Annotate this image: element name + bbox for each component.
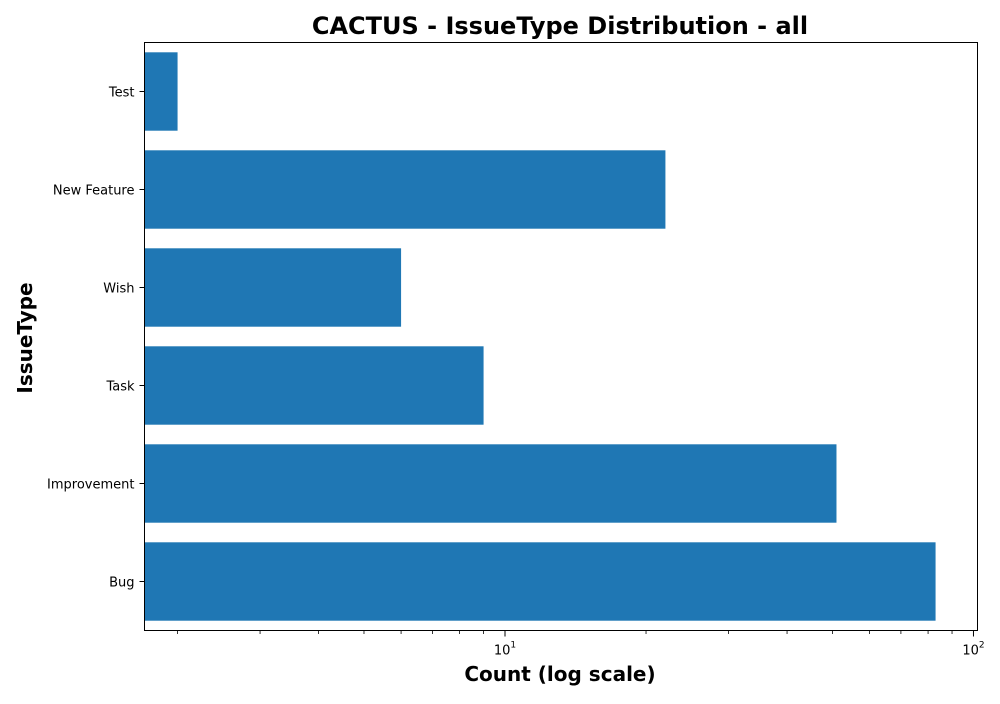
chart-title: CACTUS - IssueType Distribution - all xyxy=(312,12,808,40)
x-tick-label: 102 xyxy=(962,641,984,659)
y-tick-label: Bug xyxy=(109,576,134,591)
y-tick-label: Improvement xyxy=(47,478,134,493)
y-tick-label: Test xyxy=(108,86,135,101)
bar-improvement xyxy=(144,444,837,523)
x-tick-label-exponent: 1 xyxy=(510,641,516,651)
x-tick-label-base: 10 xyxy=(494,644,511,659)
bars-layer xyxy=(144,52,936,621)
bar-bug xyxy=(144,542,936,621)
bar-task xyxy=(144,346,484,425)
bar-test xyxy=(144,52,178,131)
x-axis-label: Count (log scale) xyxy=(464,662,655,686)
bar-wish xyxy=(144,248,402,327)
y-tick-label: New Feature xyxy=(53,184,135,199)
y-tick-label: Wish xyxy=(103,282,134,297)
x-tick-label-base: 10 xyxy=(962,644,979,659)
x-tick-label-exponent: 2 xyxy=(979,641,985,651)
bar-new-feature xyxy=(144,150,666,229)
y-axis-label: IssueType xyxy=(13,282,37,393)
plot-frame xyxy=(144,42,978,631)
y-tick-label: Task xyxy=(105,380,135,395)
x-tick-label: 101 xyxy=(494,641,516,659)
